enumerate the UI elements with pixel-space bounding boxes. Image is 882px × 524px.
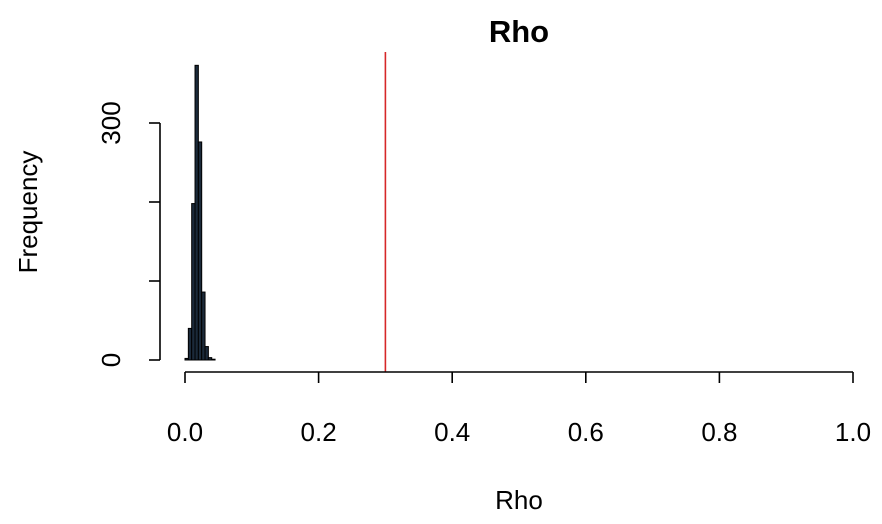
histogram-bar [207,357,213,361]
x-tick-label: 1.0 [835,417,871,447]
y-axis: 0 300 [96,101,161,367]
x-tick-label: 0.2 [301,417,337,447]
y-axis-label: Frequency [13,151,43,274]
x-tick-label: 0.0 [167,417,203,447]
histogram-bars [184,64,216,361]
histogram-bar [191,203,196,361]
histogram-bar [201,291,206,361]
x-tick-label: 0.6 [568,417,604,447]
histogram-bar [184,357,189,361]
x-tick-label: 0.4 [434,417,470,447]
chart-title: Rho [489,14,549,49]
x-axis-label: Rho [495,485,543,515]
y-tick-label: 300 [96,101,126,144]
histogram-bar [197,141,203,361]
histogram-bar [187,327,193,361]
histogram-bar [194,64,199,361]
x-axis: 0.0 0.2 0.4 0.6 0.8 1.0 [167,371,871,447]
y-tick-label: 0 [96,353,126,367]
x-tick-label: 0.8 [701,417,737,447]
histogram-bar [211,358,216,361]
histogram-bar [204,346,209,361]
